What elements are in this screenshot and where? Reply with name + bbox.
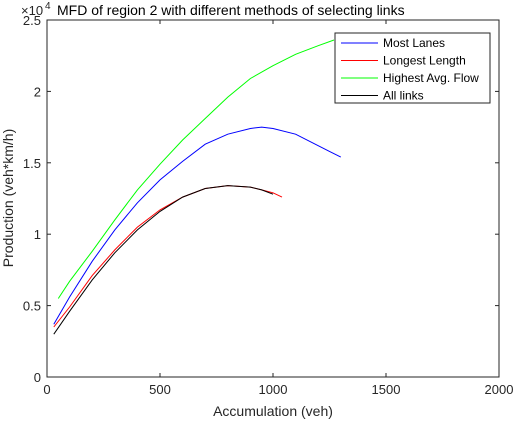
exponent-marker: ×10 4 <box>21 1 51 18</box>
y-tick-label: 1.5 <box>23 156 41 171</box>
x-tick-label: 2000 <box>485 382 514 397</box>
x-tick-label: 1000 <box>259 382 288 397</box>
legend-label: Most Lanes <box>383 36 445 50</box>
y-tick-label: 1 <box>34 227 41 242</box>
y-axis-label: Production (veh*km/h) <box>0 129 16 268</box>
exponent-power: 4 <box>45 1 51 12</box>
legend: Most Lanes Longest Length Highest Avg. Flo… <box>335 33 490 103</box>
legend-label: All links <box>383 89 424 103</box>
exponent-base: ×10 <box>21 3 43 18</box>
y-tick-label: 0.5 <box>23 299 41 314</box>
y-tick-label: 0 <box>34 370 41 385</box>
x-axis-label: Accumulation (veh) <box>213 403 333 419</box>
x-tick-label: 500 <box>149 382 171 397</box>
x-tick-label: 1500 <box>372 382 401 397</box>
x-tick-label: 0 <box>43 382 50 397</box>
legend-label: Highest Avg. Flow <box>383 71 479 85</box>
y-tick-label: 2 <box>34 84 41 99</box>
legend-label: Longest Length <box>383 54 466 68</box>
chart-title: MFD of region 2 with different methods o… <box>57 2 405 18</box>
